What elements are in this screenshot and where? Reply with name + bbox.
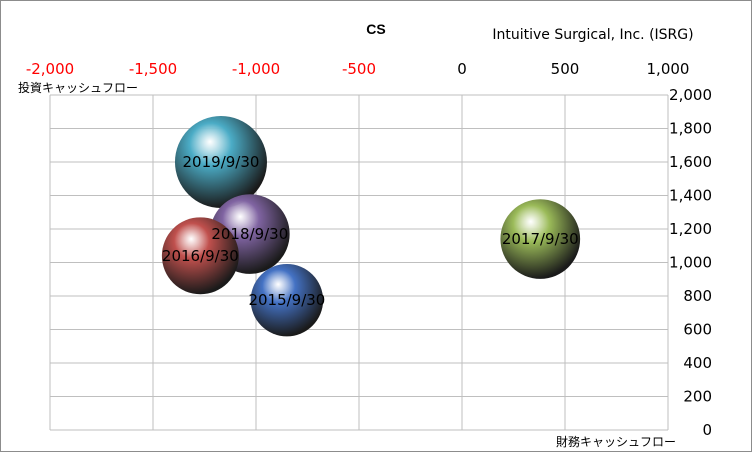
bubble-label: 2016/9/30	[162, 247, 239, 265]
y-tick-label: 1,800	[669, 120, 712, 138]
y-tick-label: 1,000	[669, 254, 712, 272]
bubble-label: 2015/9/30	[248, 291, 325, 309]
x-tick-label: 500	[551, 60, 580, 78]
chart-title: CS	[366, 21, 385, 37]
x-tick-label: -1,500	[129, 60, 177, 78]
y-tick-label: 600	[683, 321, 712, 339]
y-axis-label: 投資キャッシュフロー	[18, 80, 138, 95]
y-tick-label: 800	[683, 287, 712, 305]
y-tick-label: 400	[683, 354, 712, 372]
x-tick-label: 0	[457, 60, 467, 78]
x-axis-label: 財務キャッシュフロー	[556, 434, 676, 449]
bubble-label: 2019/9/30	[183, 153, 260, 171]
chart-subtitle: Intuitive Surgical, Inc. (ISRG)	[492, 27, 693, 43]
x-tick-label: 1,000	[647, 60, 690, 78]
y-tick-labels: 0 200 400 600 800 1,000 1,200 1,400 1,600 1,800 2,…	[669, 86, 712, 439]
bubble-labels: 2015/9/30 2016/9/30 2017/9/30 2018/9/30 2019…	[162, 153, 579, 309]
bubble-2016/9/30	[161, 217, 239, 295]
y-tick-label: 1,400	[669, 187, 712, 205]
x-tick-label: -2,000	[26, 60, 74, 78]
bubble-label: 2018/9/30	[211, 225, 288, 243]
x-tick-labels: -2,000 -1,500 -1,000 -500 0 500 1,000	[26, 60, 690, 78]
bubbles	[161, 116, 581, 337]
y-tick-label: 2,000	[669, 86, 712, 104]
bubble-2015/9/30	[250, 263, 324, 337]
grid	[49, 94, 669, 431]
bubble-2019/9/30	[174, 116, 267, 208]
x-tick-label: -500	[342, 60, 376, 78]
y-tick-label: 0	[702, 421, 712, 439]
y-tick-label: 1,600	[669, 153, 712, 171]
x-tick-label: -1,000	[232, 60, 280, 78]
y-tick-label: 200	[683, 388, 712, 406]
y-tick-label: 1,200	[669, 220, 712, 238]
bubble-2017/9/30	[500, 199, 581, 279]
bubble-label: 2017/9/30	[502, 230, 579, 248]
